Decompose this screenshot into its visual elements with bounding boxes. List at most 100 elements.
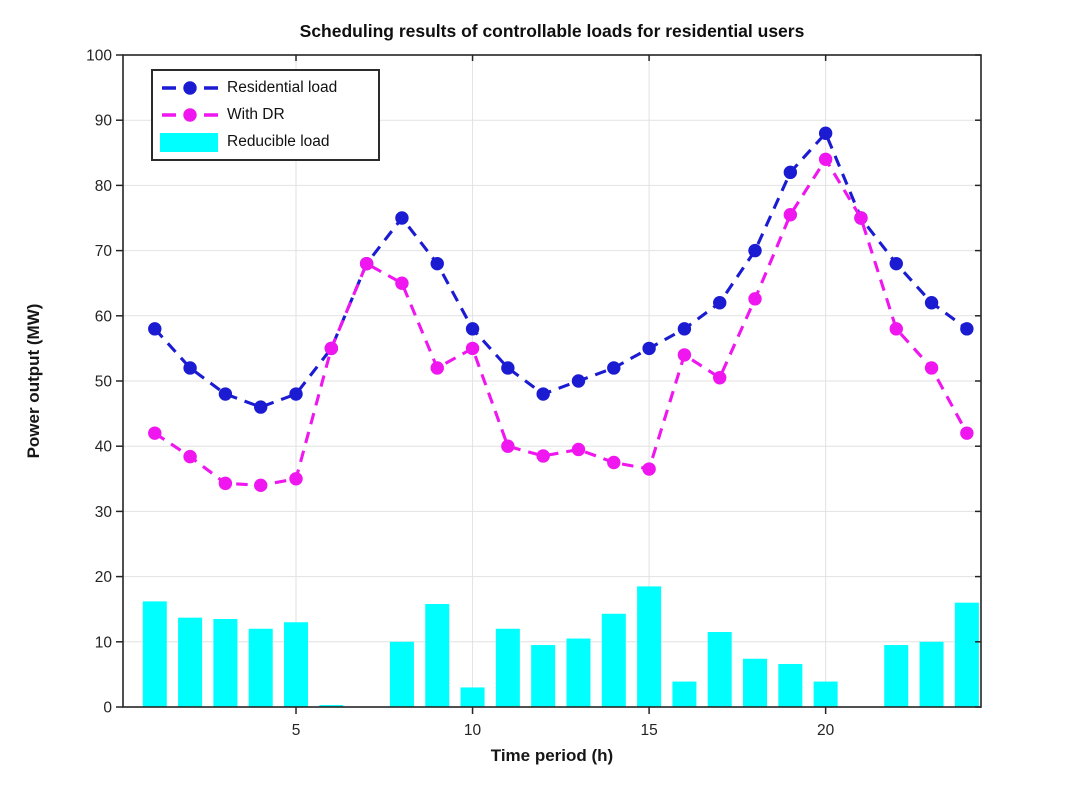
y-tick-label-90: 90 bbox=[95, 113, 113, 130]
bar-hour-1 bbox=[142, 601, 167, 707]
y-tick-labels: 0 10 20 30 40 50 60 70 80 90 100 bbox=[86, 48, 112, 717]
y-tick-label-60: 60 bbox=[95, 308, 113, 325]
marker-with-dr-hour-11 bbox=[501, 439, 515, 453]
legend-label-with-dr: With DR bbox=[227, 105, 285, 123]
marker-with-dr-hour-5 bbox=[289, 472, 303, 486]
bar-hour-2 bbox=[178, 617, 203, 707]
marker-residential-load-hour-22 bbox=[889, 256, 903, 271]
legend-item-with-dr: With DR bbox=[159, 101, 378, 128]
marker-residential-load-hour-3 bbox=[218, 387, 233, 401]
y-tick-label-20: 20 bbox=[95, 569, 113, 586]
marker-with-dr-hour-2 bbox=[183, 449, 197, 464]
marker-residential-load-hour-23 bbox=[924, 296, 939, 310]
bar-hour-12 bbox=[531, 645, 556, 707]
marker-with-dr-hour-6 bbox=[324, 341, 339, 356]
bar-hour-13 bbox=[566, 638, 591, 707]
marker-with-dr-hour-17 bbox=[713, 371, 727, 385]
x-tick-label-5: 5 bbox=[292, 722, 301, 739]
marker-with-dr-hour-13 bbox=[571, 442, 586, 457]
y-tick-label-0: 0 bbox=[103, 700, 112, 717]
marker-residential-load-hour-5 bbox=[289, 387, 303, 401]
bar-hour-20 bbox=[813, 681, 838, 707]
marker-with-dr-hour-9 bbox=[430, 361, 444, 375]
bar-hour-15 bbox=[637, 586, 662, 707]
bar-hour-5 bbox=[284, 622, 309, 707]
marker-residential-load-hour-13 bbox=[571, 374, 586, 388]
y-tick-label-30: 30 bbox=[95, 504, 113, 521]
marker-residential-load-hour-1 bbox=[148, 322, 162, 336]
marker-with-dr-hour-8 bbox=[395, 276, 409, 290]
bar-hour-3 bbox=[213, 618, 238, 707]
marker-with-dr-hour-24 bbox=[960, 426, 974, 440]
marker-residential-load-hour-17 bbox=[713, 296, 727, 310]
legend-label-residential-load: Residential load bbox=[227, 78, 338, 96]
bar-hour-8 bbox=[389, 641, 414, 707]
marker-with-dr-hour-3 bbox=[218, 476, 233, 491]
marker-with-dr-hour-19 bbox=[783, 208, 798, 222]
y-tick-label-40: 40 bbox=[95, 439, 113, 456]
residential-load-line-sample bbox=[162, 80, 218, 95]
marker-with-dr-hour-12 bbox=[536, 449, 550, 463]
x-axis-label: Time period (h) bbox=[490, 746, 614, 765]
marker-with-dr-hour-15 bbox=[642, 462, 656, 476]
marker-with-dr-hour-20 bbox=[818, 152, 833, 167]
marker-with-dr-hour-7 bbox=[359, 256, 374, 271]
marker-residential-load-hour-2 bbox=[183, 361, 197, 375]
x-tick-label-10: 10 bbox=[464, 722, 482, 739]
bars-reducible-load bbox=[142, 586, 979, 707]
marker-with-dr-hour-16 bbox=[677, 348, 692, 362]
y-tick-label-70: 70 bbox=[95, 243, 113, 260]
y-tick-label-10: 10 bbox=[95, 634, 113, 651]
y-tick-label-100: 100 bbox=[86, 48, 112, 65]
marker-residential-load-hour-9 bbox=[430, 256, 444, 271]
marker-residential-load-hour-19 bbox=[783, 165, 798, 180]
marker-with-dr-hour-10 bbox=[465, 341, 480, 356]
marker-residential-load-hour-14 bbox=[607, 361, 621, 375]
bar-hour-24 bbox=[954, 602, 979, 707]
marker-with-dr-hour-14 bbox=[607, 455, 621, 470]
legend-item-residential-load: Residential load bbox=[159, 74, 378, 101]
marker-residential-load-hour-18 bbox=[748, 243, 762, 258]
bar-hour-10 bbox=[460, 687, 485, 707]
chart-title: Scheduling results of controllable loads… bbox=[299, 21, 805, 41]
reducible-load-swatch bbox=[160, 132, 218, 152]
bar-hour-9 bbox=[425, 603, 450, 707]
line-with-dr bbox=[148, 152, 974, 493]
with-dr-line-sample bbox=[162, 107, 218, 122]
marker-residential-load-hour-12 bbox=[536, 387, 550, 401]
legend: Residential load With DR Reducible load bbox=[151, 69, 380, 161]
bar-hour-22 bbox=[884, 645, 909, 707]
bar-hour-23 bbox=[919, 641, 944, 707]
marker-residential-load-hour-8 bbox=[395, 211, 409, 225]
marker-residential-load-hour-10 bbox=[465, 322, 480, 336]
y-tick-label-80: 80 bbox=[95, 178, 113, 195]
bar-hour-19 bbox=[778, 663, 803, 707]
bar-hour-16 bbox=[672, 681, 697, 707]
bar-hour-17 bbox=[707, 632, 732, 707]
bar-hour-4 bbox=[248, 628, 273, 707]
marker-residential-load-hour-16 bbox=[677, 322, 692, 336]
marker-residential-load-hour-24 bbox=[960, 322, 974, 336]
legend-item-reducible-load: Reducible load bbox=[159, 128, 378, 155]
bar-hour-11 bbox=[495, 628, 520, 707]
marker-residential-load-hour-11 bbox=[501, 361, 515, 375]
x-tick-labels: 5 10 15 20 bbox=[292, 722, 835, 739]
bar-hour-14 bbox=[601, 613, 626, 707]
x-tick-label-20: 20 bbox=[817, 722, 835, 739]
marker-with-dr-hour-18 bbox=[748, 292, 762, 306]
marker-residential-load-hour-4 bbox=[254, 400, 268, 414]
marker-residential-load-hour-15 bbox=[642, 341, 656, 356]
bar-hour-18 bbox=[743, 658, 768, 707]
marker-with-dr-hour-4 bbox=[254, 478, 268, 493]
marker-with-dr-hour-23 bbox=[924, 361, 939, 375]
marker-residential-load-hour-20 bbox=[818, 126, 833, 140]
bar-hour-6 bbox=[319, 705, 344, 707]
marker-with-dr-hour-21 bbox=[854, 211, 868, 225]
marker-with-dr-hour-1 bbox=[148, 426, 162, 440]
axis-ticks bbox=[116, 54, 981, 714]
marker-with-dr-hour-22 bbox=[889, 322, 903, 336]
y-tick-label-50: 50 bbox=[95, 374, 113, 391]
y-axis-label: Power output (MW) bbox=[24, 303, 43, 459]
